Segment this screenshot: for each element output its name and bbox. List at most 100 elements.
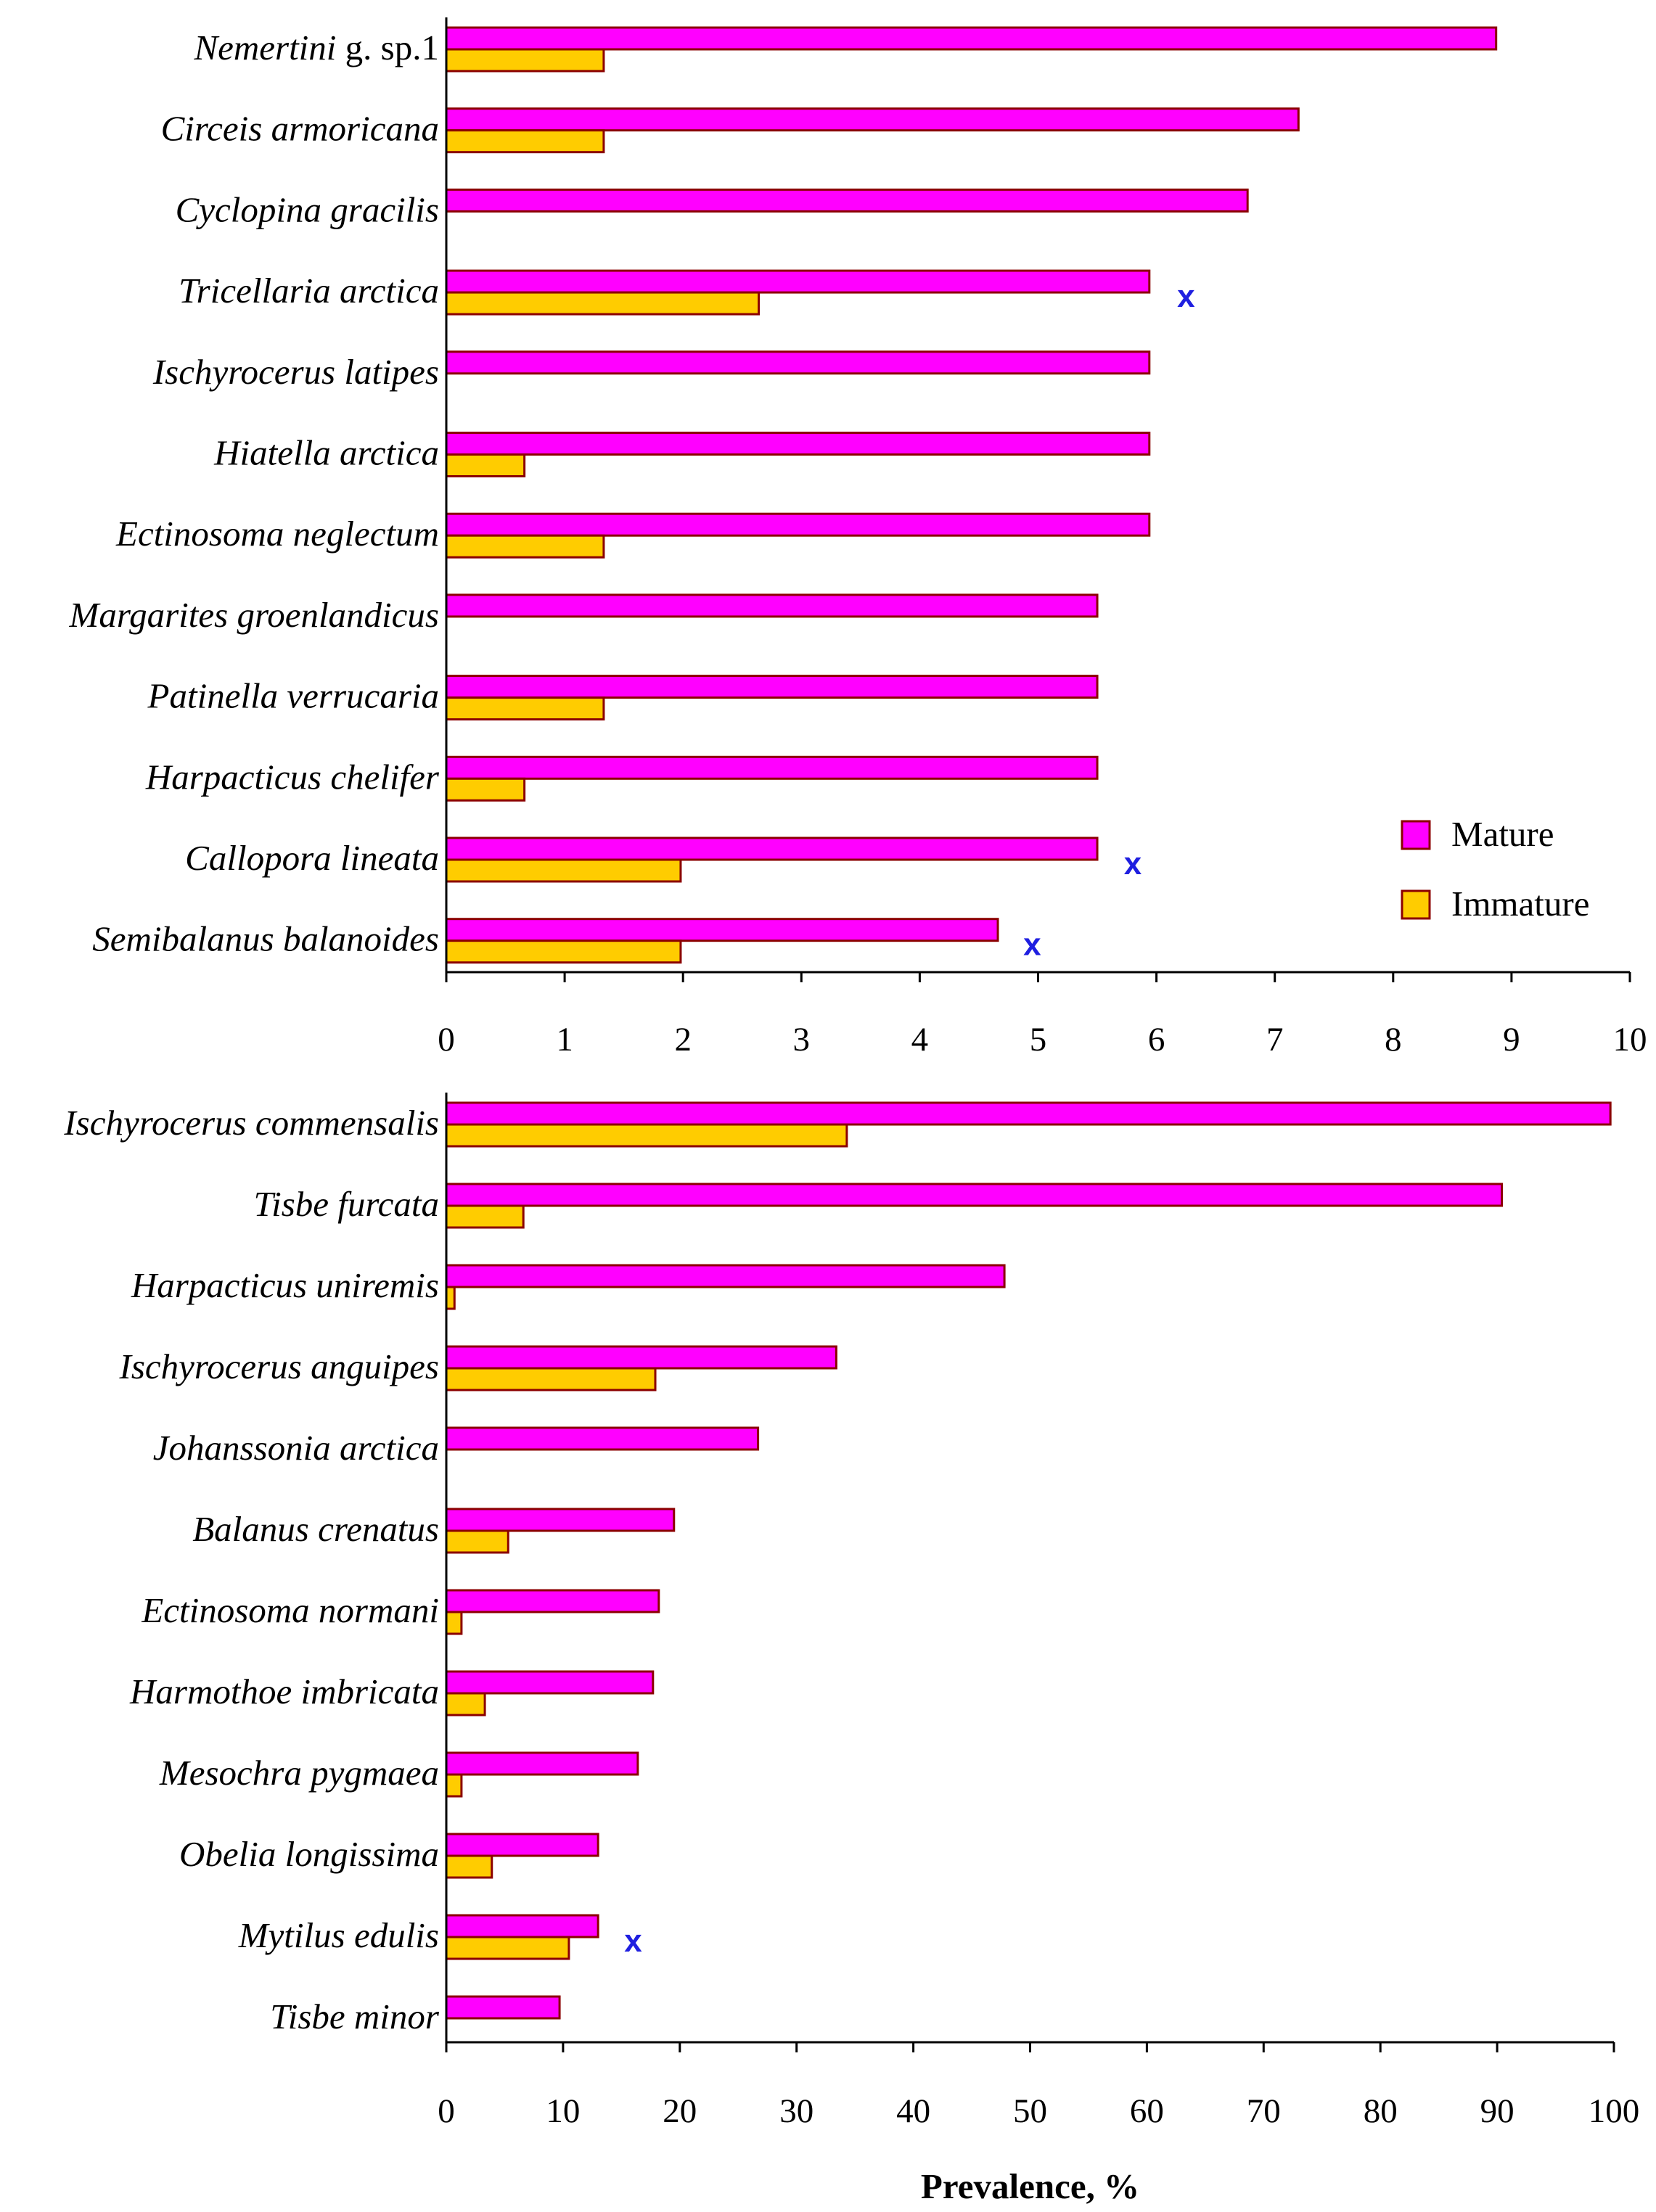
bar-mature (445, 755, 1099, 780)
category-label: Hiatella arctica (213, 433, 439, 473)
x-axis-title: Prevalence, % (921, 2166, 1139, 2206)
bar-immature (445, 453, 526, 477)
bar-immature (445, 1611, 463, 1635)
bar-mature (445, 26, 1498, 51)
x-marker: x (1177, 279, 1195, 314)
x-tick-label: 8 (1385, 1021, 1402, 1058)
bar-mature (445, 1833, 599, 1857)
category-label: Ectinosoma normani (141, 1590, 439, 1630)
bar-mature (445, 1670, 655, 1695)
bar-mature (445, 1914, 599, 1938)
bar-mature (445, 1101, 1612, 1126)
x-tick-label: 3 (793, 1021, 811, 1058)
category-label: Obelia longissima (179, 1834, 439, 1874)
chart-panel-2: Ischyrocerus commensalis Tisbe furcata Har… (63, 1093, 1639, 2206)
category-label: Johanssonia arctica (153, 1428, 439, 1468)
bar-mature (445, 1589, 660, 1613)
bar-immature (445, 858, 682, 883)
category-label: Harpacticus chelifer (145, 757, 440, 797)
legend-swatch (1401, 820, 1431, 850)
bar-immature (445, 1286, 456, 1310)
bar-mature (445, 918, 999, 942)
x-marker: x (1023, 927, 1041, 963)
x-tick-label: 4 (911, 1021, 929, 1058)
bar-immature (445, 1692, 486, 1716)
x-tick-label: 1 (556, 1021, 573, 1058)
x-tick-label: 5 (1030, 1021, 1047, 1058)
bar-immature (445, 1123, 848, 1148)
category-label: Tisbe minor (270, 1997, 440, 2036)
bar-immature (445, 696, 605, 721)
bar-immature (445, 1854, 493, 1879)
bar-immature (445, 940, 682, 964)
category-label: Harpacticus uniremis (131, 1265, 439, 1305)
category-label: Semibalanus balanoides (92, 919, 439, 959)
bar-mature (445, 1508, 676, 1532)
bar-mature (445, 512, 1151, 537)
category-label: Callopora lineata (185, 838, 439, 878)
x-tick-label: 60 (1130, 2092, 1164, 2130)
bar-mature (445, 1995, 561, 2020)
bar-immature (445, 1367, 657, 1391)
x-tick-label: 20 (663, 2092, 697, 2130)
legend-label: Mature (1451, 814, 1554, 854)
bar-immature (445, 1773, 463, 1798)
category-label: Patinella verrucaria (147, 676, 439, 716)
x-tick-label: 80 (1364, 2092, 1398, 2130)
x-tick-label: 9 (1503, 1021, 1520, 1058)
bar-immature (445, 1529, 509, 1554)
bar-mature (445, 107, 1300, 132)
bar-mature (445, 1264, 1006, 1288)
category-label: Tricellaria arctica (179, 271, 439, 311)
x-marker: x (1124, 846, 1142, 881)
category-label: Harmothoe imbricata (129, 1672, 439, 1711)
bar-mature (445, 1183, 1504, 1207)
bar-mature (445, 593, 1099, 618)
bar-immature (445, 48, 605, 73)
bar-immature (445, 291, 761, 316)
x-tick-label: 7 (1266, 1021, 1284, 1058)
x-marker: x (624, 1923, 642, 1959)
bar-mature (445, 836, 1099, 861)
x-tick-label: 40 (896, 2092, 930, 2130)
x-tick-label: 90 (1480, 2092, 1514, 2130)
category-label: Circeis armoricana (161, 109, 439, 149)
category-label: Cyclopina gracilis (176, 189, 439, 229)
x-tick-label: 0 (438, 2092, 455, 2130)
bar-mature (445, 432, 1151, 456)
category-label: Tisbe furcata (254, 1184, 439, 1224)
bar-immature (445, 777, 526, 802)
bar-immature (445, 534, 605, 559)
bar-mature (445, 1426, 760, 1451)
bar-mature (445, 269, 1151, 294)
x-tick-label: 70 (1247, 2092, 1281, 2130)
bar-mature (445, 188, 1249, 213)
x-tick-label: 6 (1148, 1021, 1165, 1058)
x-tick-label: 50 (1013, 2092, 1047, 2130)
bar-mature (445, 350, 1151, 375)
category-label: Balanus crenatus (192, 1509, 439, 1549)
legend-swatch (1401, 889, 1431, 920)
x-tick-label: 0 (438, 1021, 455, 1058)
x-tick-label: 10 (1613, 1021, 1647, 1058)
category-label: Ischyrocerus anguipes (119, 1346, 439, 1386)
legend-label: Immature (1451, 884, 1589, 924)
category-label: Nemertini g. sp.1 (193, 28, 439, 67)
category-label: Mesochra pygmaea (159, 1753, 439, 1793)
bar-immature (445, 1936, 570, 1960)
category-label: Ischyrocerus commensalis (63, 1103, 439, 1143)
chart-panel-1: Nemertini g. sp.1 Circeis armoricana Cyclo… (69, 17, 1647, 1058)
x-tick-label: 100 (1589, 2092, 1640, 2130)
bar-mature (445, 675, 1099, 699)
category-label: Ectinosoma neglectum (115, 514, 439, 554)
x-tick-label: 30 (779, 2092, 813, 2130)
category-label: Mytilus edulis (238, 1915, 439, 1955)
x-tick-label: 10 (546, 2092, 580, 2130)
bar-immature (445, 129, 605, 154)
category-label: Margarites groenlandicus (69, 595, 439, 635)
legend: Mature Immature (1401, 814, 1589, 924)
category-label: Ischyrocerus latipes (152, 352, 439, 392)
bar-immature (445, 1204, 525, 1229)
